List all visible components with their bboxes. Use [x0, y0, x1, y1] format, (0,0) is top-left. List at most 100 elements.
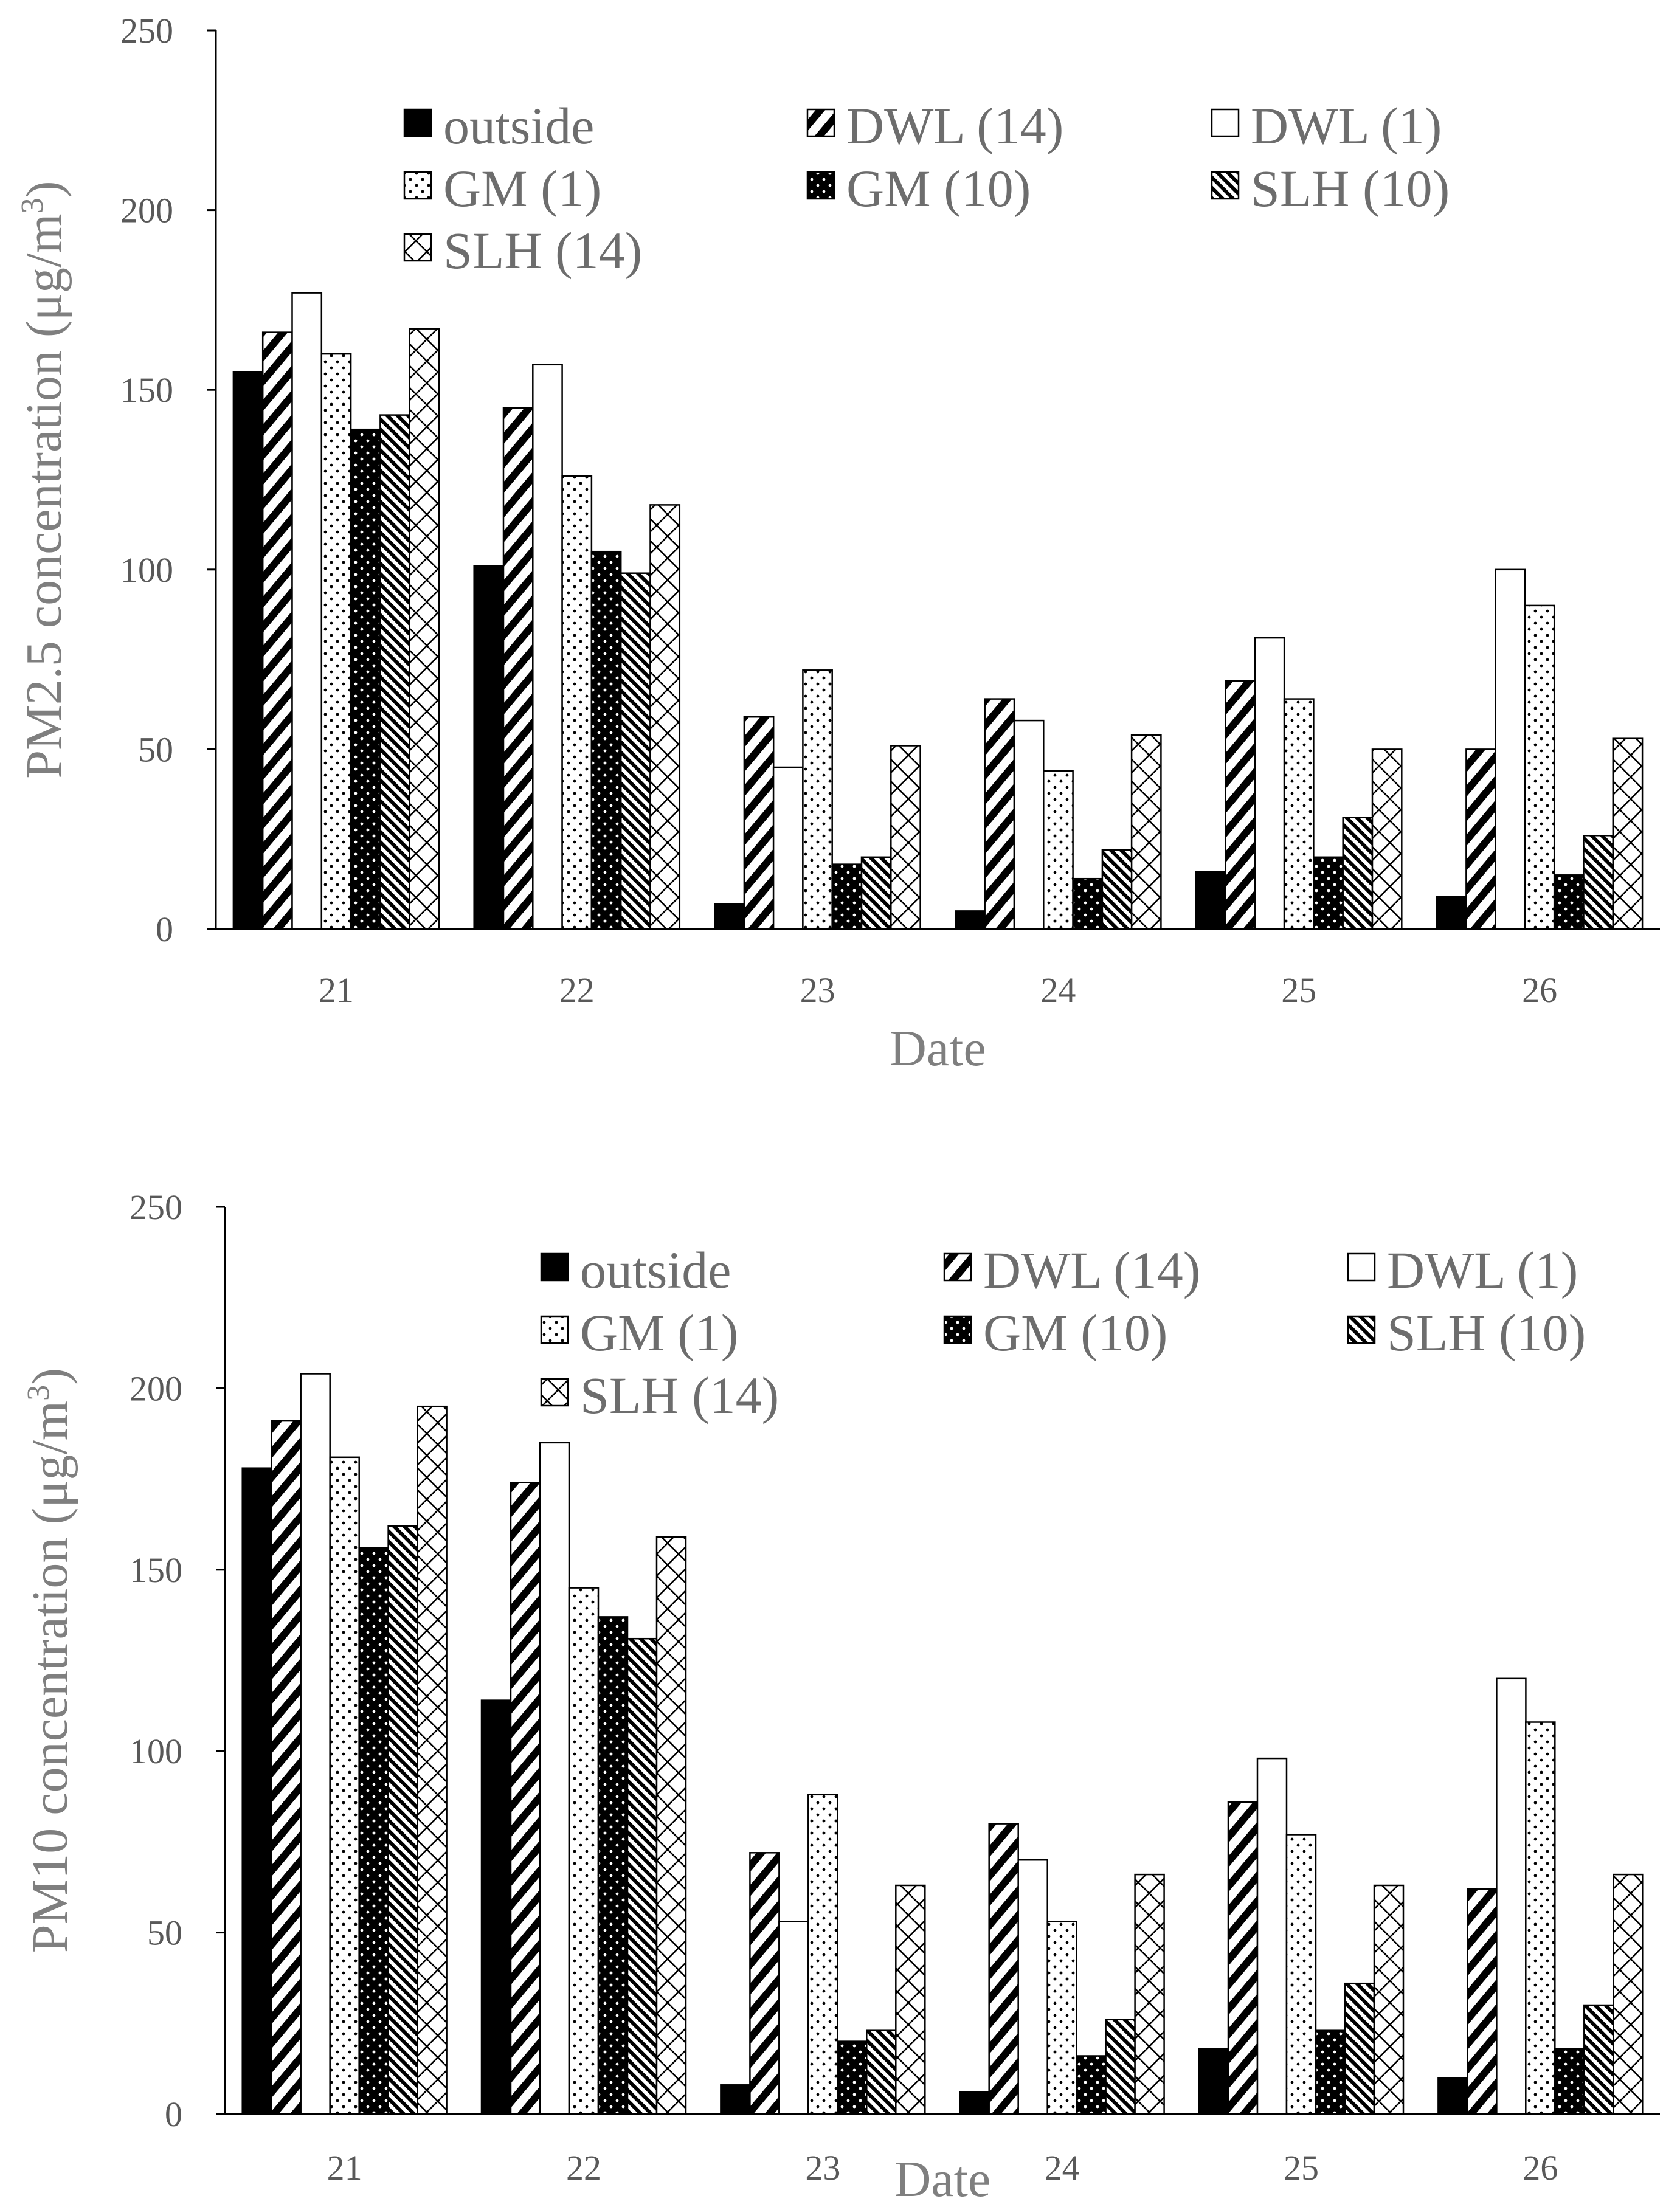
legend: outside DWL (14) DWL (1) GM (1) GM (10) SLH (…: [540, 1241, 1586, 1425]
bar-slh-10-24: [1105, 2019, 1136, 2115]
bar-slh-14-25: [1373, 1884, 1405, 2115]
bar-outside-26: [1436, 896, 1467, 930]
legend-label: DWL (14): [983, 1241, 1200, 1299]
x-axis-title: Date: [894, 2151, 991, 2207]
legend-swatch: [403, 171, 432, 200]
legend-swatch: [806, 108, 835, 137]
bar-slh-14-26: [1613, 1873, 1644, 2115]
bar-slh-10-22: [626, 1637, 658, 2115]
bar-gm-10-26: [1553, 874, 1585, 930]
bar-slh-10-26: [1583, 2004, 1614, 2115]
bar-outside-24: [959, 2091, 990, 2115]
bar-outside-24: [955, 910, 986, 930]
bar-gm-10-23: [837, 2040, 868, 2115]
bar-dwl-14-26: [1465, 748, 1496, 930]
y-axis-title-superscript: 3: [21, 1385, 56, 1401]
y-tick-label: 250: [120, 11, 173, 50]
bar-slh-14-23: [890, 745, 921, 930]
x-tick-label: 25: [1284, 2148, 1319, 2188]
legend-label: DWL (1): [1251, 97, 1442, 155]
bar-dwl-1-26: [1495, 568, 1526, 930]
bar-dwl-14-21: [271, 1420, 302, 2115]
bar-slh-14-26: [1612, 737, 1644, 930]
bar-dwl-1-25: [1256, 1757, 1288, 2115]
x-tick-label: 22: [566, 2148, 601, 2188]
bar-gm-10-25: [1313, 856, 1344, 930]
legend-swatch: [540, 1378, 569, 1407]
bar-dwl-1-21: [291, 292, 323, 930]
y-axis-title-main: PM10 concentration (μg/m: [22, 1401, 78, 1953]
y-tick-label: 200: [130, 1369, 182, 1408]
bar-slh-10-21: [387, 1525, 418, 2115]
bar-gm-1-25: [1283, 698, 1315, 930]
x-tick-label: 24: [1045, 2148, 1080, 2188]
legend-swatch: [943, 1252, 972, 1282]
bar-dwl-14-24: [984, 698, 1015, 930]
y-tick-label: 100: [130, 1732, 182, 1771]
y-axis-title-superscript: 3: [15, 198, 50, 213]
y-tick-label: 50: [138, 730, 173, 769]
legend-swatch: [540, 1252, 569, 1282]
legend-label: outside: [580, 1241, 731, 1299]
legend-swatch: [806, 171, 835, 200]
bar-dwl-1-24: [1013, 719, 1045, 930]
bar-gm-10-24: [1076, 2055, 1107, 2115]
bar-gm-10-21: [358, 1547, 389, 2115]
bar-gm-1-24: [1046, 1921, 1077, 2115]
legend-swatch: [1347, 1315, 1376, 1344]
bar-slh-14-22: [649, 504, 681, 930]
bar-dwl-1-23: [772, 766, 804, 930]
y-axis-title: PM2.5 concentration (μg/m3): [15, 181, 72, 778]
bar-gm-1-22: [568, 1587, 600, 2115]
chart-panel-2: 0 50 100 150 200 250 21 22 23 24 25 26 Date PM10 conc…: [21, 1187, 1660, 2207]
y-axis-title-main: PM2.5 concentration (μg/m: [16, 213, 72, 778]
legend-label: GM (1): [580, 1304, 738, 1362]
y-tick-label: 250: [130, 1187, 182, 1227]
bar-slh-14-21: [417, 1405, 448, 2115]
bar-slh-10-21: [379, 414, 410, 930]
bar-gm-10-21: [350, 428, 381, 930]
bar-dwl-14-23: [743, 716, 775, 930]
bar-gm-10-24: [1072, 877, 1104, 930]
bar-slh-10-25: [1342, 817, 1374, 930]
bar-gm-10-22: [597, 1616, 629, 2115]
x-tick-label: 24: [1040, 970, 1076, 1010]
bar-dwl-1-22: [539, 1442, 570, 2115]
legend-label: DWL (14): [846, 97, 1063, 155]
bar-dwl-14-22: [502, 407, 534, 930]
legend-label: DWL (1): [1387, 1241, 1578, 1299]
chart-panel-1: 0 50 100 150 200 250 21 22 23 24 25 26 Date PM2.5 con…: [15, 11, 1660, 1077]
bar-dwl-14-21: [261, 331, 293, 930]
bar-outside-23: [714, 903, 745, 930]
bar-outside-25: [1198, 2048, 1229, 2115]
bar-slh-10-24: [1101, 849, 1133, 930]
legend-label: SLH (14): [443, 221, 642, 280]
legend-label: GM (10): [983, 1304, 1167, 1362]
bar-slh-10-25: [1344, 1982, 1375, 2115]
x-tick-label: 23: [805, 2148, 840, 2188]
bar-dwl-1-21: [300, 1373, 331, 2115]
bar-slh-14-25: [1371, 748, 1403, 930]
bar-dwl-14-25: [1227, 1801, 1259, 2115]
bar-dwl-1-26: [1496, 1677, 1527, 2115]
bar-dwl-14-24: [988, 1823, 1019, 2115]
bar-slh-10-23: [866, 2029, 897, 2115]
y-tick-label: 0: [165, 2095, 182, 2134]
bar-gm-1-22: [561, 475, 593, 930]
x-tick-label: 22: [559, 970, 595, 1010]
bar-gm-1-23: [802, 669, 833, 930]
bar-slh-14-24: [1134, 1873, 1165, 2115]
legend-swatch: [1347, 1252, 1376, 1282]
bar-gm-10-26: [1554, 2048, 1585, 2115]
legend-label: SLH (10): [1251, 159, 1450, 218]
bar-outside-21: [241, 1467, 272, 2115]
bar-outside-23: [720, 2084, 751, 2115]
x-tick-label: 26: [1522, 970, 1557, 1010]
bar-dwl-14-25: [1225, 680, 1256, 930]
bar-dwl-14-26: [1467, 1888, 1498, 2115]
legend: outside DWL (14) DWL (1) GM (1) GM (10) SLH (…: [403, 97, 1450, 280]
bar-gm-1-26: [1524, 604, 1555, 930]
bar-dwl-1-23: [778, 1921, 809, 2115]
bar-gm-1-23: [807, 1794, 838, 2115]
